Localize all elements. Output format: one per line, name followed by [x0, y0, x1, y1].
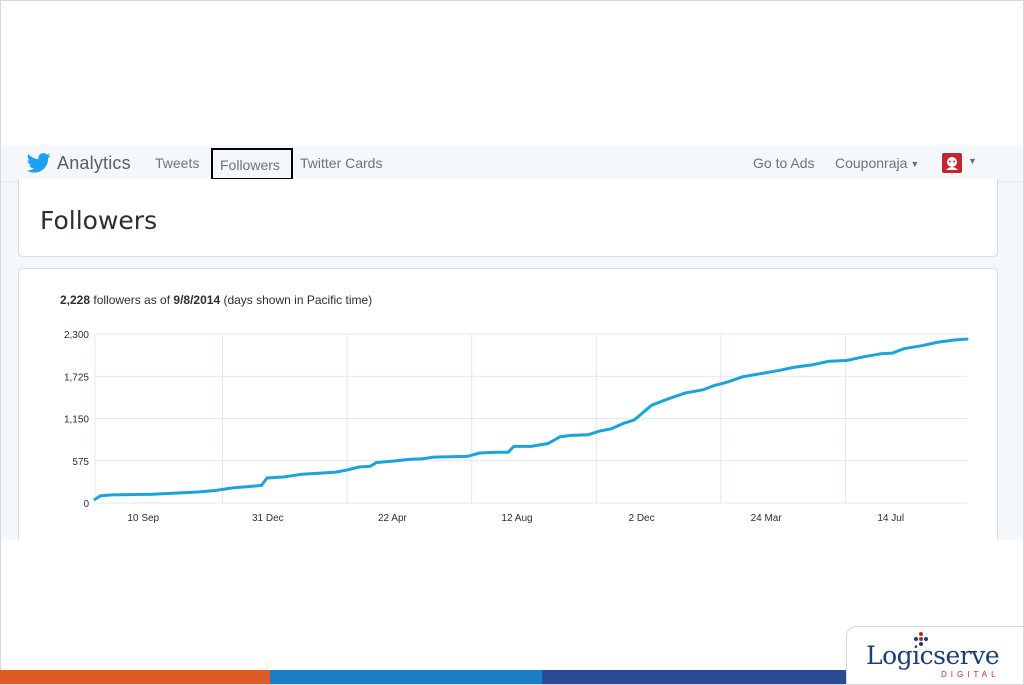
brand-bar-blue: [270, 670, 542, 684]
chevron-down-icon: ▼: [910, 159, 920, 169]
x-tick-label: 24 Mar: [751, 513, 783, 524]
summary-date: 9/8/2014: [173, 293, 221, 307]
top-nav-bar: Analytics Tweets Followers Twitter Cards…: [1, 145, 1023, 182]
x-tick-label: 2 Dec: [629, 513, 655, 524]
x-tick-label: 12 Aug: [501, 513, 532, 524]
chevron-down-icon[interactable]: ▼: [968, 156, 977, 166]
page-title-card: Followers: [18, 179, 998, 257]
analytics-brand[interactable]: Analytics: [27, 151, 131, 175]
brand-bar-navy: [542, 670, 846, 684]
logo-dots-icon: [914, 632, 928, 646]
summary-text-1: followers as of: [90, 293, 174, 307]
avatar[interactable]: [942, 153, 962, 173]
page-title: Followers: [40, 206, 158, 235]
brand-bar-orange: [0, 670, 270, 684]
y-tick-label: 1,725: [64, 372, 89, 383]
logicserve-logo: Logicserve DIGITAL: [846, 626, 1023, 684]
y-tick-label: 2,300: [64, 330, 89, 341]
y-tick-label: 575: [72, 457, 89, 468]
followers-chart-card: 2,228 followers as of 9/8/2014 (days sho…: [18, 268, 998, 540]
go-to-ads-link[interactable]: Go to Ads: [753, 155, 815, 171]
summary-text-2: (days shown in Pacific time): [220, 293, 373, 307]
brand-label: Analytics: [57, 152, 131, 173]
nav-twitter-cards[interactable]: Twitter Cards: [300, 155, 383, 171]
nav-followers-highlight[interactable]: Followers: [211, 148, 293, 180]
x-tick-label: 22 Apr: [378, 513, 408, 524]
x-tick-label: 10 Sep: [127, 513, 159, 524]
y-tick-label: 0: [83, 499, 89, 510]
x-tick-label: 31 Dec: [252, 513, 284, 524]
twitter-bird-icon: [27, 153, 51, 173]
logo-subtitle: DIGITAL: [941, 670, 1000, 679]
account-name: Couponraja: [835, 155, 908, 171]
nav-tweets[interactable]: Tweets: [155, 155, 200, 171]
follower-count: 2,228: [60, 293, 91, 307]
x-tick-label: 14 Jul: [877, 513, 904, 524]
nav-followers[interactable]: Followers: [220, 157, 280, 173]
twitter-analytics-screenshot: Analytics Tweets Followers Twitter Cards…: [1, 145, 1023, 540]
followers-line-chart: 2,300 1,725 1,150 575 0 10 Sep 31 Dec 22 Apr 12 …: [64, 330, 969, 524]
user-avatar-icon: [946, 157, 958, 170]
y-tick-label: 1,150: [64, 415, 89, 426]
followers-series-line: [93, 337, 969, 501]
account-menu[interactable]: Couponraja ▼: [835, 155, 919, 171]
followers-summary: 2,228 followers as of 9/8/2014 (days sho…: [60, 293, 372, 307]
logo-wordmark: Logicserve: [866, 641, 1000, 670]
